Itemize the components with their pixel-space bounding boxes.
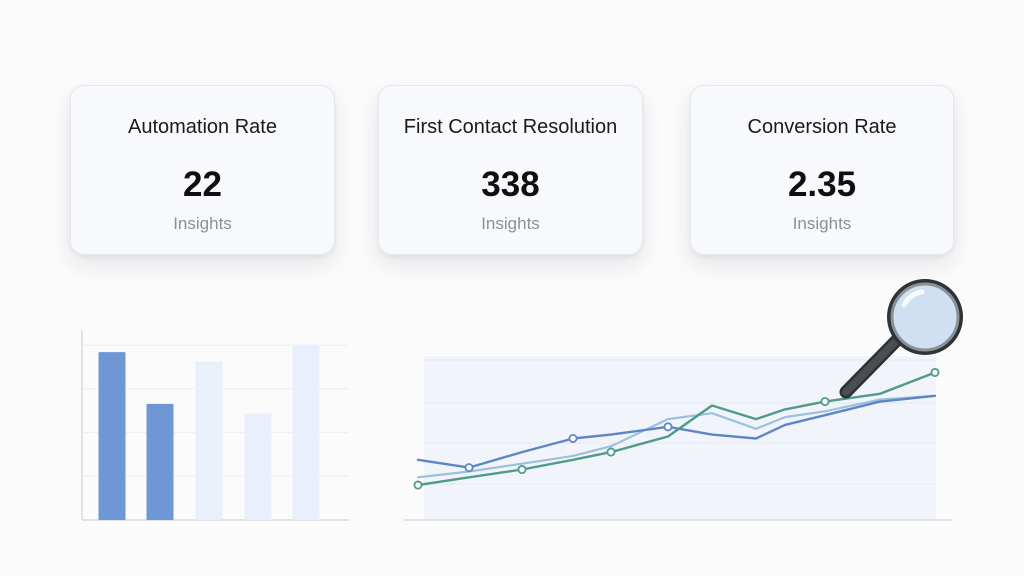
data-point bbox=[517, 465, 527, 475]
card-subtitle: Insights bbox=[792, 214, 852, 233]
magnifier-icon bbox=[839, 279, 963, 399]
data-point bbox=[930, 367, 940, 377]
card-title: First Contact Resolution bbox=[403, 116, 618, 138]
card-title: Conversion Rate bbox=[747, 116, 897, 138]
bar bbox=[244, 413, 272, 520]
metric-card-conversion-rate[interactable]: Conversion Rate 2.35 Insights bbox=[690, 85, 954, 255]
series-line-blue bbox=[416, 394, 937, 469]
series-line-green bbox=[416, 371, 937, 487]
card-value: 338 bbox=[481, 165, 540, 204]
card-subtitle: Insights bbox=[173, 214, 232, 233]
bar bbox=[195, 361, 223, 520]
card-subtitle: Insights bbox=[481, 214, 540, 233]
metric-card-automation-rate[interactable]: Automation Rate 22 Insights bbox=[70, 85, 335, 255]
magnifier-handle-inner bbox=[842, 337, 900, 396]
bar bbox=[292, 344, 320, 520]
data-point bbox=[413, 480, 423, 490]
magnifier-glare bbox=[901, 289, 925, 308]
magnifier-rim-inner bbox=[890, 282, 960, 352]
card-value: 22 bbox=[183, 165, 222, 204]
bar bbox=[98, 352, 126, 520]
card-title: Automation Rate bbox=[128, 116, 277, 138]
metric-card-first-contact-resolution[interactable]: First Contact Resolution 338 Insights bbox=[378, 85, 643, 255]
data-point bbox=[820, 397, 830, 407]
series-line-light bbox=[416, 394, 937, 479]
data-point bbox=[663, 422, 673, 432]
data-point bbox=[606, 447, 616, 457]
bar bbox=[146, 403, 174, 520]
data-point bbox=[464, 463, 474, 473]
card-value: 2.35 bbox=[787, 165, 857, 204]
data-point bbox=[568, 433, 578, 443]
